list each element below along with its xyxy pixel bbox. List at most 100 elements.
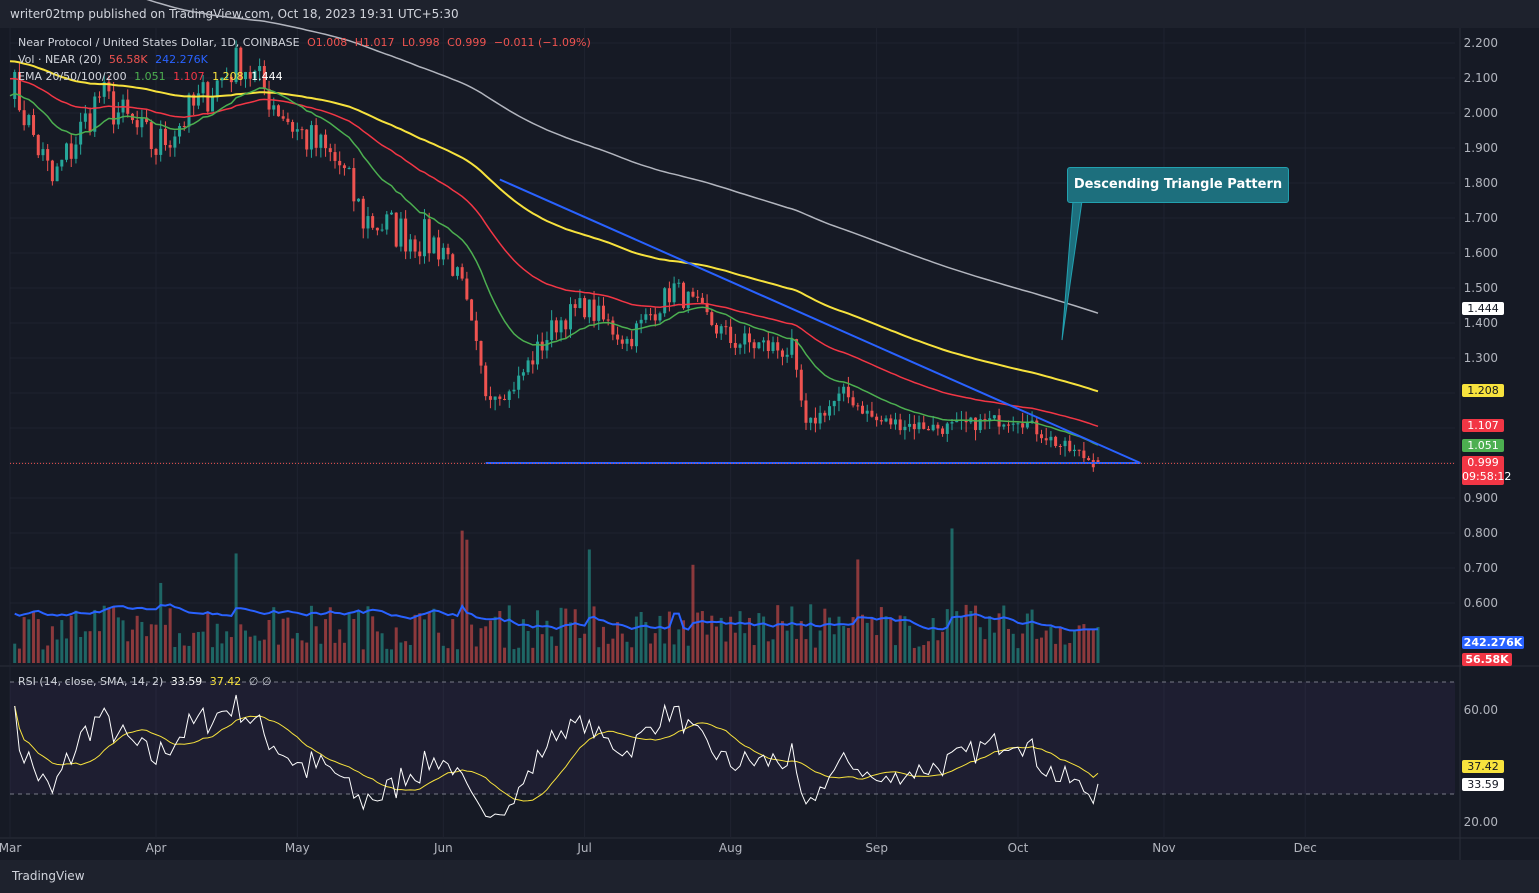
volume-bar [192, 632, 196, 663]
candle-body [300, 129, 304, 131]
volume-bar [1039, 637, 1043, 663]
candle-body [390, 212, 394, 215]
publisher-bar: writer02tmp published on TradingView.com… [0, 0, 1539, 28]
candle-body [1072, 449, 1076, 452]
volume-bar [474, 646, 478, 663]
volume-bar [455, 649, 459, 663]
candle-body [710, 312, 714, 325]
rsi-band [10, 682, 1455, 794]
candle-body [983, 419, 987, 421]
candle-body [1063, 440, 1067, 447]
candle-body [41, 149, 45, 156]
ohlc-low: L0.998 [402, 36, 440, 49]
candle-body [437, 237, 441, 260]
ohlc-close: C0.999 [447, 36, 487, 49]
candle-body [46, 149, 50, 161]
volume-bar [390, 649, 394, 663]
candle-body [281, 116, 285, 119]
volume-bar [446, 648, 450, 663]
volume-bar [1087, 629, 1091, 663]
volume-bar [597, 647, 601, 663]
volume-bar [875, 635, 879, 663]
candle-body [178, 126, 182, 137]
ema20-line [9, 87, 1099, 446]
volume-bar [658, 615, 662, 663]
volume-bar [503, 647, 507, 663]
candle-body [799, 369, 803, 401]
candle-body [992, 415, 996, 419]
candle-body [606, 319, 610, 321]
volume-bar [818, 630, 822, 663]
price-tick-label: 1.900 [1464, 141, 1498, 155]
volume-bar [13, 643, 17, 663]
candle-body [154, 148, 158, 155]
candle-body [333, 152, 337, 161]
descending-triangle-annotation[interactable]: Descending Triangle Pattern [1067, 167, 1289, 203]
volume-bar [286, 617, 290, 663]
candle-body [196, 93, 200, 106]
volume-bar [634, 616, 638, 663]
volume-bar [1049, 626, 1053, 663]
volume-bar [206, 613, 210, 663]
volume-bar [418, 613, 422, 663]
candle-body [837, 393, 841, 401]
candle-body [644, 314, 648, 320]
volume-bar [55, 639, 59, 663]
candle-body [601, 305, 605, 320]
candle-body [988, 418, 992, 421]
candle-body [1044, 438, 1048, 441]
volume-bar [955, 611, 959, 663]
volume-bar [601, 626, 605, 663]
candle-body [258, 66, 262, 72]
volume-bar [992, 632, 996, 663]
volume-bar [17, 648, 21, 663]
volume-bar [187, 645, 191, 663]
candle-body [611, 320, 615, 335]
candle-body [225, 76, 229, 78]
candle-body [691, 291, 695, 297]
ohlc-open: O1.008 [307, 36, 348, 49]
volume-bar [60, 620, 64, 663]
volume-bar [762, 616, 766, 663]
ema-label: EMA 20/50/100/200 [18, 70, 127, 83]
rsi-legend: RSI (14, close, SMA, 14, 2) 33.59 37.42 … [18, 675, 275, 688]
volume-bar [361, 649, 365, 663]
candle-body [361, 198, 365, 229]
volume-bar [107, 607, 111, 663]
volume-bar [517, 647, 521, 663]
candle-body [559, 320, 563, 333]
candle-body [17, 71, 21, 111]
volume-bar [813, 647, 817, 663]
candle-body [234, 47, 238, 83]
tradingview-logo[interactable]: TradingView [12, 869, 85, 883]
volume-bar [324, 619, 328, 663]
volume-ma-line [14, 603, 1099, 632]
volume-bar [69, 615, 73, 663]
time-tick-label: Nov [1152, 841, 1175, 855]
candle-body [404, 218, 408, 252]
volume-bar [550, 636, 554, 663]
volume-bar [399, 642, 403, 663]
candle-body [903, 426, 907, 431]
symbol-title: Near Protocol / United States Dollar, 1D… [18, 36, 300, 49]
volume-bar [319, 643, 323, 663]
candle-body [201, 82, 205, 94]
volume-bar [333, 642, 337, 663]
volume-bar [295, 633, 299, 663]
volume-bar [893, 645, 897, 663]
volume-bar [780, 621, 784, 663]
rsi-pane [0, 670, 1460, 838]
rsi-label: RSI (14, close, SMA, 14, 2) [18, 675, 164, 688]
volume-bar [1058, 627, 1062, 663]
volume-legend: Vol · NEAR (20) 56.58K 242.276K [18, 53, 212, 66]
candle-body [408, 239, 412, 252]
candle-body [394, 212, 398, 247]
volume-bar [36, 619, 40, 663]
volume-bar [470, 624, 474, 663]
candle-body [328, 148, 332, 153]
volume-bar [225, 631, 229, 663]
candle-body [630, 338, 634, 347]
volume-bar [394, 627, 398, 663]
volume-bar [559, 607, 563, 663]
